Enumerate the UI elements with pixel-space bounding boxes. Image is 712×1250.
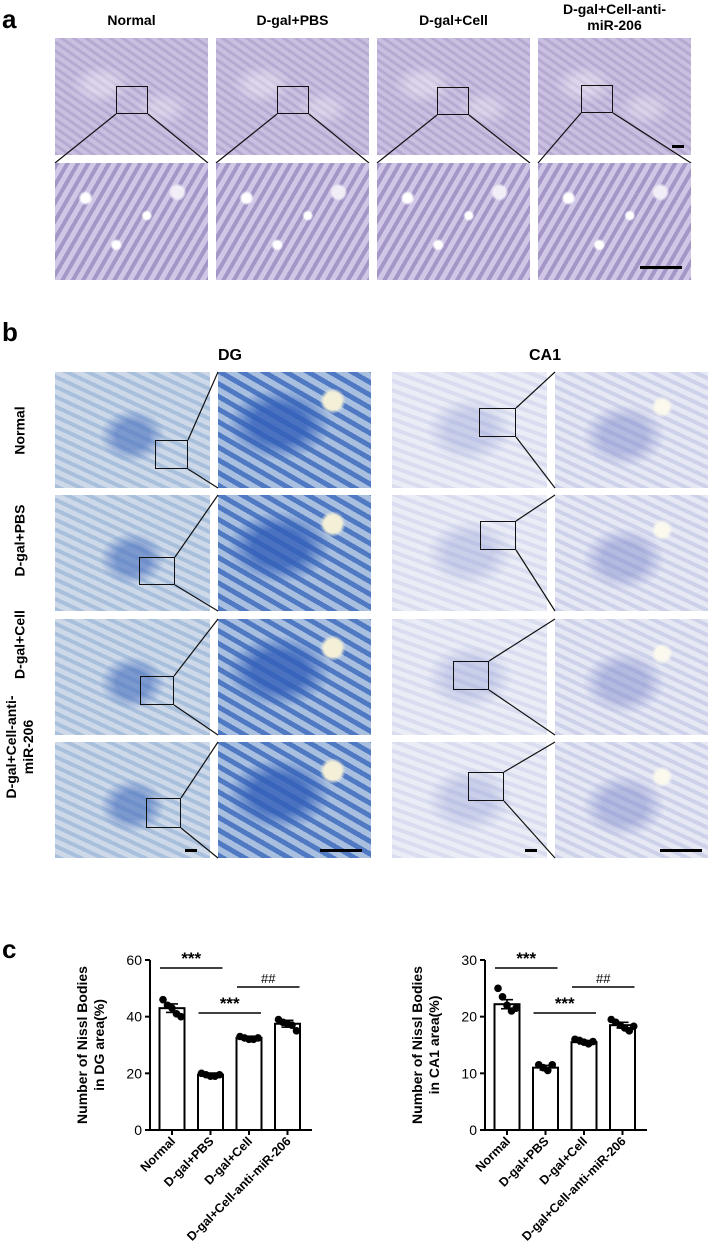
panel-b-ca1-overview-normal <box>392 372 547 488</box>
panel-b-zoom-box <box>479 408 516 437</box>
y-tick-label: 10 <box>461 1065 477 1081</box>
data-point <box>288 1021 296 1029</box>
bar-chart-dg: 0 20 40 60 Number of Nissl Bodiesin DG area(… <box>74 949 312 1244</box>
bar <box>197 1073 224 1131</box>
scale-bar <box>525 849 537 852</box>
data-point <box>159 995 167 1004</box>
significance-label: *** <box>555 994 575 1013</box>
data-point <box>177 1012 185 1021</box>
panel-a-overview-anti-mir206 <box>538 38 691 155</box>
panel-a-col-label-pbs: D-gal+PBS <box>256 12 329 28</box>
panel-b-zoom-box <box>480 521 516 550</box>
panel-a-zoom-pbs <box>216 163 369 280</box>
panel-b-zoom-box <box>140 676 174 705</box>
scale-bar <box>185 849 197 852</box>
y-tick-label: 20 <box>461 1009 477 1025</box>
y-axis-label: Number of Nissl Bodiesin DG area(%) <box>74 966 107 1124</box>
panel-a-zoom-cell <box>377 163 530 280</box>
data-point <box>292 1027 301 1035</box>
data-point <box>512 1004 520 1012</box>
y-tick-label: 40 <box>126 1009 142 1025</box>
panel-b-ca1-zoom-pbs <box>555 495 708 611</box>
y-axis-label: Number of Nissl Bodiesin CA1 area(%) <box>409 966 442 1124</box>
panel-a-overview-pbs <box>216 38 369 155</box>
scale-bar <box>660 849 702 852</box>
significance-label: *** <box>220 994 240 1013</box>
significance-label: ## <box>596 971 611 986</box>
panel-a-col-label-normal: Normal <box>107 12 156 28</box>
panel-a-zoom-box <box>437 87 469 115</box>
scale-bar <box>320 849 362 852</box>
y-tick-label: 60 <box>126 952 142 968</box>
panel-b-zoom-box <box>468 772 504 801</box>
data-point <box>215 1070 224 1079</box>
data-point <box>494 984 502 993</box>
panel-b-dg-zoom-pbs <box>218 495 371 611</box>
y-tick-label: 30 <box>461 952 477 968</box>
panel-b-zoom-box <box>146 798 181 828</box>
significance-label: *** <box>181 949 201 968</box>
bar <box>235 1036 263 1131</box>
panel-b-zoom-box <box>139 557 175 585</box>
panel-label-a: a <box>2 4 17 34</box>
bar-chart-ca1: 0 10 20 30 Number of Nissl Bodiesin CA1 area… <box>409 949 647 1244</box>
panel-b-zoom-box <box>155 440 188 469</box>
bar <box>570 1041 598 1131</box>
data-point <box>168 1004 176 1012</box>
panel-b-dg-zoom-cell <box>218 619 371 735</box>
data-point <box>498 993 507 1001</box>
panel-b-dg-overview-anti-mir206 <box>55 742 210 858</box>
panel-b-ca1-zoom-anti-mir206 <box>555 742 708 858</box>
panel-a-zoom-normal <box>55 163 208 280</box>
panel-a-zoom-box <box>277 86 309 114</box>
y-tick-label: 0 <box>469 1122 477 1138</box>
panel-b-zoom-lines <box>173 371 556 859</box>
panel-b-ca1-zoom-cell <box>555 619 708 735</box>
significance-label: *** <box>516 949 536 968</box>
data-point <box>543 1066 552 1075</box>
panel-a-zoom-box <box>116 86 148 114</box>
bar <box>493 1003 521 1131</box>
bar <box>609 1024 636 1131</box>
bar <box>532 1066 559 1131</box>
panel-b-dg-overview-pbs <box>55 495 210 611</box>
data-point <box>589 1037 597 1046</box>
bar <box>158 1007 186 1131</box>
panel-b-dg-zoom-anti-mir206 <box>218 742 371 858</box>
scale-bar <box>672 145 684 148</box>
panel-b-zoom-box <box>453 661 489 690</box>
scale-bar <box>640 266 682 269</box>
panel-label-c: c <box>2 934 17 964</box>
panel-b-ca1-zoom-normal <box>555 372 708 488</box>
y-tick-label: 20 <box>126 1065 142 1081</box>
panel-label-b: b <box>2 317 18 347</box>
panel-a-zoom-anti-mir206 <box>538 163 691 280</box>
panel-a-overview-cell <box>377 38 530 155</box>
data-point <box>503 1001 511 1010</box>
data-point <box>548 1061 557 1069</box>
panel-a-zoom-lines <box>54 112 692 164</box>
panel-a-col-label-anti-mir206: D-gal+Cell-anti- miR-206 <box>562 1 667 33</box>
bar <box>274 1022 301 1131</box>
data-point <box>254 1034 262 1042</box>
panel-b-ca1-overview-pbs <box>392 495 547 611</box>
panel-b-dg-overview-cell <box>55 619 210 735</box>
panel-a-col-label-cell: D-gal+Cell <box>419 12 488 28</box>
data-point <box>629 1022 638 1031</box>
panel-b-region-label-ca1: CA1 <box>528 347 561 364</box>
panel-b-ca1-overview-cell <box>392 619 547 735</box>
panel-a-zoom-box <box>581 85 613 113</box>
panel-b-region-label-dg: DG <box>218 347 242 364</box>
panel-b-dg-zoom-normal <box>218 372 371 488</box>
panel-a-overview-normal <box>55 38 208 155</box>
significance-label: ## <box>261 971 276 986</box>
y-tick-label: 0 <box>134 1122 142 1138</box>
